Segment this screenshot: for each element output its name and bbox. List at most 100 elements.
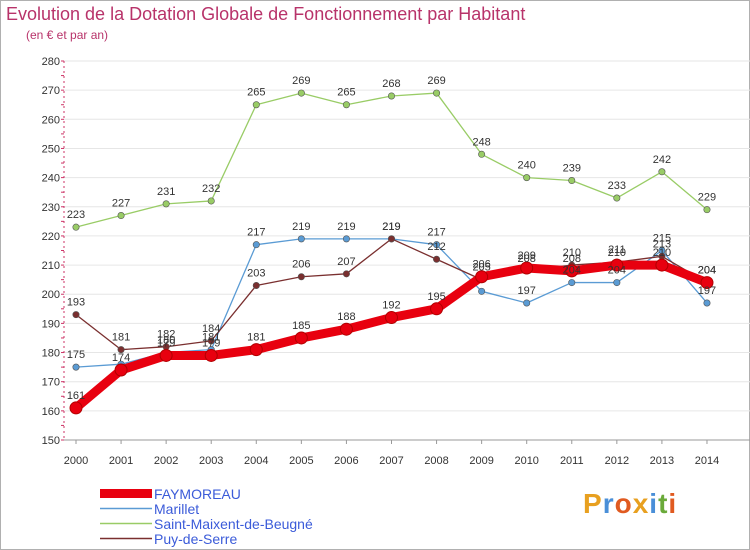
data-point-saint-maixent-de-beugn <box>72 223 80 231</box>
data-point-faymoreau <box>565 264 579 278</box>
data-point-puy-de-serre <box>433 255 441 263</box>
y-tick-label: 230 <box>42 202 60 214</box>
x-tick-label: 2005 <box>289 455 313 467</box>
data-label-marillet: 204 <box>608 265 626 277</box>
data-point-marillet <box>72 363 80 371</box>
legend-swatch-puy-de-serre <box>100 537 152 540</box>
y-tick-label: 190 <box>42 318 60 330</box>
data-point-faymoreau <box>339 322 353 336</box>
legend-item-puy-de-serre: Puy-de-Serre <box>100 530 313 547</box>
logo-letter: P <box>583 488 603 519</box>
data-point-saint-maixent-de-beugn <box>207 197 215 205</box>
x-tick-label: 2007 <box>379 455 403 467</box>
data-label-saint-maixent-de-beugn: 239 <box>563 163 581 175</box>
x-tick-label: 2014 <box>695 455 719 467</box>
data-label-saint-maixent-de-beugn: 268 <box>382 78 400 90</box>
logo-letter: i <box>668 488 678 519</box>
y-tick-label: 150 <box>42 435 60 447</box>
data-label-saint-maixent-de-beugn: 265 <box>337 87 355 99</box>
y-tick-label: 270 <box>42 85 60 97</box>
data-label-puy-de-serre: 205 <box>472 262 490 274</box>
data-label-marillet: 175 <box>67 349 85 361</box>
data-point-saint-maixent-de-beugn <box>117 212 125 220</box>
x-tick-label: 2013 <box>650 455 674 467</box>
data-label-faymoreau: 204 <box>698 265 716 277</box>
data-label-puy-de-serre: 203 <box>247 267 265 279</box>
logo-letter: o <box>614 488 633 519</box>
proxiti-logo: Proxiti <box>583 488 677 520</box>
legend-swatch-faymoreau <box>100 489 152 498</box>
data-point-marillet <box>478 287 486 295</box>
data-point-puy-de-serre <box>117 346 125 354</box>
data-label-faymoreau: 188 <box>337 311 355 323</box>
data-label-saint-maixent-de-beugn: 269 <box>292 75 310 87</box>
data-point-saint-maixent-de-beugn <box>703 206 711 214</box>
data-label-faymoreau: 208 <box>563 253 581 265</box>
logo-letter: r <box>602 488 615 519</box>
data-label-marillet: 197 <box>698 285 716 297</box>
data-label-puy-de-serre: 204 <box>698 265 716 277</box>
y-tick-label: 240 <box>42 173 60 185</box>
legend-swatch-saint-maixent <box>100 522 152 525</box>
data-label-faymoreau: 174 <box>112 352 130 364</box>
data-point-saint-maixent-de-beugn <box>342 101 350 109</box>
data-point-faymoreau <box>610 258 624 272</box>
legend-label-faymoreau: FAYMOREAU <box>154 485 241 502</box>
y-tick-label: 220 <box>42 231 60 243</box>
logo-letter: x <box>632 488 650 519</box>
data-point-faymoreau <box>69 401 83 415</box>
data-label-saint-maixent-de-beugn: 232 <box>202 183 220 195</box>
data-point-saint-maixent-de-beugn <box>478 150 486 158</box>
legend-item-saint-maixent: Saint-Maixent-de-Beugné <box>100 516 313 532</box>
data-label-marillet: 180 <box>157 335 175 347</box>
y-tick-label: 180 <box>42 348 60 360</box>
x-tick-label: 2004 <box>244 455 268 467</box>
data-point-faymoreau <box>384 311 398 325</box>
data-label-faymoreau: 210 <box>608 247 626 259</box>
data-label-puy-de-serre: 213 <box>653 238 671 250</box>
data-point-faymoreau <box>475 270 489 284</box>
data-point-faymoreau <box>430 302 444 316</box>
data-label-saint-maixent-de-beugn: 240 <box>518 160 536 172</box>
data-label-saint-maixent-de-beugn: 229 <box>698 192 716 204</box>
data-label-saint-maixent-de-beugn: 227 <box>112 198 130 210</box>
data-label-puy-de-serre: 210 <box>563 247 581 259</box>
logo-letter: i <box>649 488 659 519</box>
data-label-marillet: 181 <box>202 332 220 344</box>
chart-subtitle: (en € et par an) <box>26 28 109 42</box>
data-label-faymoreau: 210 <box>653 247 671 259</box>
data-label-faymoreau: 161 <box>67 390 85 402</box>
data-point-marillet <box>342 235 350 243</box>
legend-swatch-marillet <box>100 507 152 510</box>
data-point-marillet <box>613 279 621 287</box>
data-point-saint-maixent-de-beugn <box>252 101 260 109</box>
data-point-marillet <box>252 241 260 249</box>
data-point-marillet <box>703 299 711 307</box>
data-point-puy-de-serre <box>72 311 80 319</box>
data-point-marillet <box>433 241 441 249</box>
data-label-puy-de-serre: 182 <box>157 329 175 341</box>
legend-label-puy-de-serre: Puy-de-Serre <box>154 530 238 547</box>
data-point-saint-maixent-de-beugn <box>297 89 305 97</box>
data-label-saint-maixent-de-beugn: 248 <box>472 136 490 148</box>
data-label-puy-de-serre: 211 <box>608 244 626 256</box>
x-tick-label: 2002 <box>154 455 178 467</box>
data-point-faymoreau <box>294 331 308 345</box>
data-label-marillet: 219 <box>382 221 400 233</box>
y-tick-label: 160 <box>42 406 60 418</box>
data-label-puy-de-serre: 193 <box>67 297 85 309</box>
data-point-faymoreau <box>700 276 714 290</box>
data-label-marillet: 217 <box>247 227 265 239</box>
data-label-marillet: 204 <box>563 265 581 277</box>
data-label-marillet: 215 <box>653 233 671 245</box>
data-point-saint-maixent-de-beugn <box>433 89 441 97</box>
data-label-faymoreau: 209 <box>518 250 536 262</box>
data-point-saint-maixent-de-beugn <box>658 168 666 176</box>
data-label-saint-maixent-de-beugn: 223 <box>67 209 85 221</box>
y-tick-label: 250 <box>42 143 60 155</box>
data-label-saint-maixent-de-beugn: 231 <box>157 186 175 198</box>
x-tick-label: 2006 <box>334 455 358 467</box>
data-point-saint-maixent-de-beugn <box>523 174 531 182</box>
data-point-marillet <box>568 279 576 287</box>
legend-label-marillet: Marillet <box>154 500 200 517</box>
